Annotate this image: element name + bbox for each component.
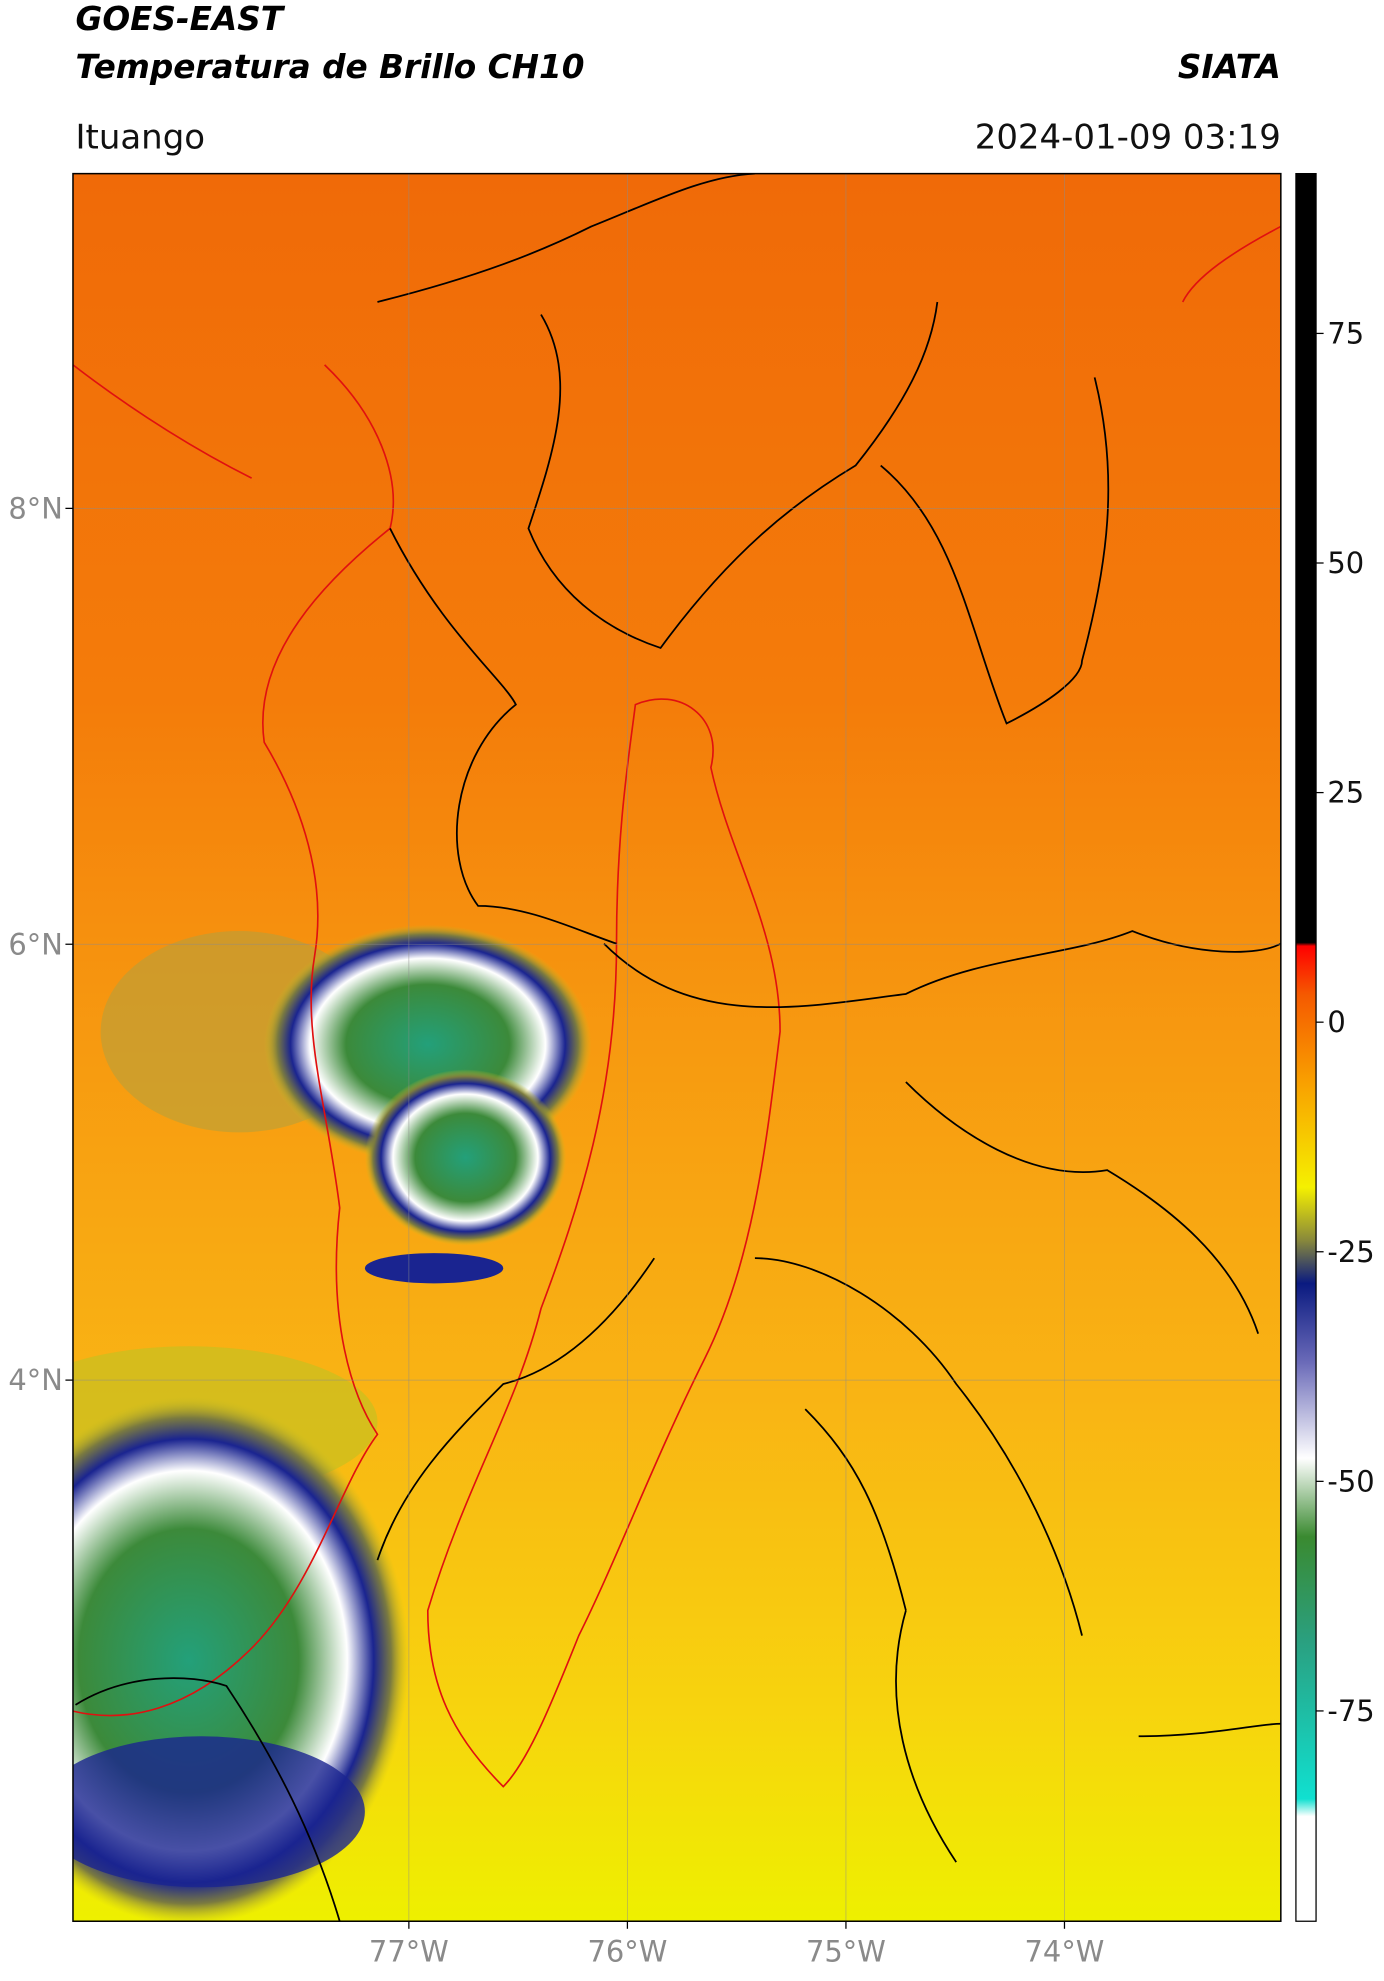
lon-tick-label: 75°W [806, 1934, 886, 1968]
source: SIATA [1178, 48, 1281, 86]
timestamp: 2024-01-09 03:19 [975, 117, 1281, 157]
ticks: 8°N 6°N 4°N 77°W 76°W 75°W 74°W 75 50 25 0 -25 -50 -7… [8, 316, 1374, 1968]
location: Ituango [75, 117, 205, 157]
colorbar-tick-label: 25 [1327, 776, 1364, 810]
colorbar-tick-label: -25 [1327, 1235, 1374, 1269]
graticule [72, 173, 1281, 1922]
cloud-band [72, 1736, 365, 1888]
lon-tick-label: 76°W [587, 1934, 667, 1968]
admin-boundaries [75, 173, 1281, 1922]
lat-tick-label: 6°N [8, 927, 63, 961]
colorbar-tick-label: 75 [1327, 316, 1364, 350]
cloud-band [364, 1253, 504, 1284]
coastline [72, 225, 1281, 1717]
lon-tick-label: 77°W [369, 1934, 449, 1968]
lon-tick-label: 74°W [1025, 1934, 1105, 1968]
colorbar [1295, 172, 1317, 1922]
colorbar-tick-label: 50 [1327, 546, 1364, 580]
colorbar-tick-label: -50 [1327, 1464, 1374, 1498]
cloud-cell [364, 1069, 567, 1246]
lat-tick-label: 4°N [8, 1363, 63, 1397]
title-line2: Temperatura de Brillo CH10 [75, 48, 584, 86]
department-outline [426, 698, 781, 1788]
title-line1: GOES-EAST [75, 0, 285, 38]
map-frame [72, 172, 1282, 1922]
map-image [72, 173, 1281, 1922]
colorbar-tick-label: 0 [1327, 1005, 1345, 1039]
lat-tick-label: 8°N [8, 491, 63, 525]
colorbar-tick-label: -75 [1327, 1694, 1374, 1728]
